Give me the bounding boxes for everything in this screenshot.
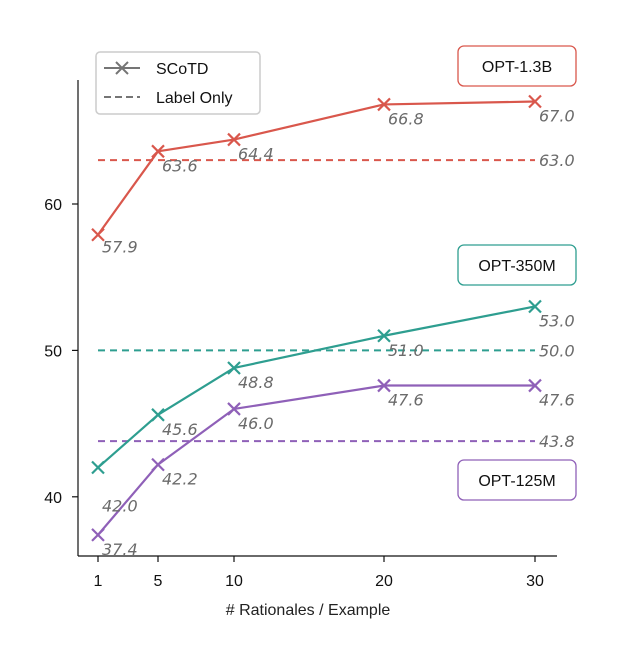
data-label: 46.0 (238, 414, 274, 433)
data-point-x-marker (528, 94, 542, 109)
data-point-x-marker (227, 132, 241, 147)
markers (91, 94, 542, 542)
data-label: 47.6 (388, 391, 424, 410)
baseline-label: 43.8 (539, 432, 575, 451)
series-name-box (457, 459, 577, 501)
x-ticks: 1 5 10 20 30 (94, 556, 544, 590)
legend: SCoTD Label Only (95, 51, 261, 115)
y-ticks: 40 50 60 (44, 197, 78, 507)
series-name-boxes: OPT-1.3B OPT-350M OPT-125M (457, 45, 577, 501)
baseline-label: 63.0 (539, 151, 575, 170)
data-label: 37.4 (102, 540, 138, 559)
x-tick-label: 30 (526, 573, 544, 590)
data-labels: 57.9 63.6 64.4 66.8 67.0 42.0 45.6 48.8 51.0 53.0… (102, 107, 575, 559)
data-point-x-marker (377, 378, 391, 393)
series-name-label: OPT-1.3B (482, 59, 552, 76)
data-label: 66.8 (388, 109, 424, 128)
x-tick-label: 5 (154, 573, 163, 590)
y-tick-label: 60 (44, 197, 62, 214)
data-label: 57.9 (102, 238, 138, 257)
baselines: 63.0 50.0 43.8 (98, 151, 575, 451)
series-name-box (457, 244, 577, 286)
data-point-x-marker (91, 227, 105, 242)
legend-label-only-label: Label Only (156, 90, 233, 107)
series-name-label: OPT-350M (478, 258, 555, 275)
x-tick-label: 20 (375, 573, 393, 590)
data-point-x-marker (227, 361, 241, 375)
data-label: 47.6 (539, 391, 575, 410)
data-label: 45.6 (162, 420, 198, 439)
legend-scotd-label: SCoTD (156, 61, 208, 78)
data-point-x-marker (151, 457, 165, 472)
data-label: 42.0 (102, 497, 138, 516)
data-point-x-marker (377, 328, 391, 343)
data-label: 42.2 (162, 470, 198, 489)
data-label: 53.0 (539, 311, 575, 330)
data-point-x-marker (227, 402, 241, 416)
x-axis-label: # Rationales / Example (226, 602, 391, 619)
data-point-x-marker (377, 97, 391, 112)
data-point-x-marker (528, 378, 542, 393)
series-name-box (457, 45, 577, 87)
series-line-opt-350m (97, 305, 536, 469)
y-tick-label: 40 (44, 490, 62, 507)
data-label: 51.0 (388, 341, 424, 360)
data-point-x-marker (91, 528, 105, 542)
data-point-x-marker (528, 299, 542, 314)
data-label: 63.6 (162, 156, 198, 175)
data-label: 48.8 (238, 373, 274, 392)
x-tick-label: 10 (225, 573, 243, 590)
data-point-x-marker (151, 144, 165, 159)
series-name-label: OPT-125M (478, 473, 555, 490)
legend-scotd-x-marker (115, 61, 129, 75)
y-tick-label: 50 (44, 343, 62, 360)
data-label: 67.0 (539, 107, 575, 126)
data-point-x-marker (151, 408, 165, 422)
data-label: 64.4 (238, 145, 274, 164)
baseline-label: 50.0 (539, 341, 575, 360)
x-tick-label: 1 (94, 573, 103, 590)
data-point-x-marker (91, 460, 105, 475)
